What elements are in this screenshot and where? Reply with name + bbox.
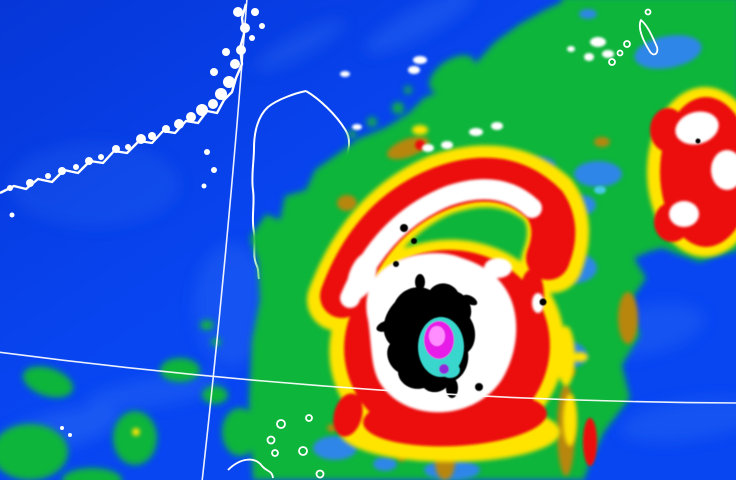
longitude-line: [201, 0, 248, 480]
ryukyu-islands-outline: [608, 8, 659, 66]
core-pink-center: [429, 326, 445, 346]
latitude-line: [0, 351, 736, 404]
storm-core: [418, 317, 464, 378]
china-coast-island-speckles: [7, 7, 265, 437]
core-purple-dot: [439, 364, 449, 374]
batanes-babuyan-islands-outline: [227, 414, 325, 479]
